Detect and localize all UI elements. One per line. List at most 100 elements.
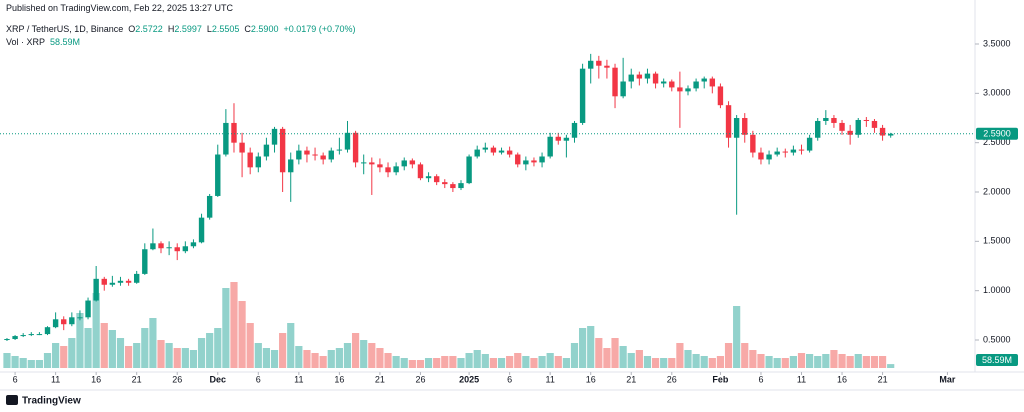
candle-body [515, 154, 521, 165]
volume-bar [124, 346, 133, 368]
volume-bar [733, 306, 741, 368]
candle-body [742, 118, 748, 135]
candle-body [223, 122, 229, 155]
volume-bar [392, 356, 400, 368]
candle-body [166, 247, 172, 249]
volume-bar [408, 360, 416, 368]
c-label: C [244, 24, 251, 34]
volume-bar [749, 350, 757, 368]
candle-body [352, 132, 359, 163]
candle-body [490, 147, 497, 153]
x-tick-label: 26 [415, 374, 425, 384]
candle-body [312, 154, 318, 156]
candle-body [69, 317, 75, 325]
candle-body [401, 160, 407, 167]
candle-body [482, 147, 489, 150]
candle-body [117, 280, 124, 283]
candle-body [474, 149, 480, 157]
candle-body [798, 149, 805, 151]
x-tick-label: 6 [758, 374, 763, 384]
x-tick-label: 21 [878, 374, 888, 384]
volume-bar [554, 356, 562, 368]
candle-body [344, 132, 351, 150]
volume-bar [822, 354, 830, 368]
volume-bar [457, 358, 465, 368]
volume-bar [76, 313, 84, 368]
volume-bar [133, 343, 141, 368]
volume-bar [692, 354, 700, 368]
volume-bar [43, 353, 52, 368]
x-tick-label: 6 [256, 374, 261, 384]
candle-body [36, 334, 43, 336]
o-value: 2.5722 [135, 24, 163, 34]
volume-bar [619, 346, 627, 368]
candle-body [182, 246, 189, 252]
candle-body [125, 280, 132, 283]
candle-body [750, 134, 756, 153]
x-tick-label: 11 [545, 374, 554, 384]
candle-body [806, 137, 813, 151]
candle-body [547, 136, 553, 157]
candle-body [823, 118, 829, 121]
candle-body [790, 149, 797, 153]
volume-bar [846, 356, 854, 368]
volume-bar [279, 333, 287, 368]
candle-body [360, 162, 367, 164]
candle-body [855, 119, 861, 135]
candle-body [142, 249, 148, 274]
candle-body [93, 278, 99, 301]
candle-body [288, 159, 294, 173]
volume-bar [870, 356, 879, 368]
published: Published on TradingView.com, Feb 22, 20… [6, 3, 233, 13]
candle-body [871, 120, 878, 128]
volume-bar [854, 354, 862, 368]
l-label: L [206, 24, 212, 34]
h-label: H [167, 24, 175, 34]
last-volume-label: 58.59M [982, 355, 1012, 365]
vol-label: Vol · XRP [6, 37, 46, 47]
x-tick-label: Feb [712, 374, 729, 384]
volume-bar [360, 340, 368, 368]
candle-body [109, 282, 116, 285]
volume-bar [489, 358, 498, 368]
candle-body [198, 217, 205, 243]
candle-body [158, 243, 164, 249]
volume-bar [141, 328, 149, 368]
candle-body [717, 86, 724, 106]
legend-line: XRP / TetherUS, 1D, Binance O2.5722 H2.5… [6, 24, 356, 34]
y-tick-label: 2.5000 [983, 137, 1011, 147]
volume-bar [676, 343, 684, 368]
volume-bar [368, 343, 376, 368]
x-tick-label: 16 [586, 374, 596, 384]
x-tick-label: 21 [626, 374, 636, 384]
candle-body [831, 118, 837, 123]
candle-body [271, 128, 278, 145]
candle-body [174, 247, 180, 252]
candle-body [52, 319, 59, 328]
volume-bar [603, 348, 611, 368]
volume-bar [214, 328, 222, 368]
volume-bar [781, 358, 789, 368]
x-tick-label: Dec [210, 374, 227, 384]
candle-body [863, 119, 870, 121]
volume-bar [700, 356, 708, 368]
x-tick-label: 11 [51, 374, 60, 384]
volume-bar [570, 343, 579, 368]
candle-body [555, 136, 561, 141]
volume-bar [741, 343, 749, 368]
volume-bar [481, 354, 489, 368]
candle-body [279, 128, 286, 173]
candle-body [20, 335, 26, 337]
volume-bar [473, 350, 481, 368]
candle-body [61, 319, 67, 325]
candle-body [320, 155, 326, 160]
volume-bar [100, 323, 108, 368]
x-tick-label: 16 [91, 374, 101, 384]
candle-body [523, 160, 529, 165]
x-tick-label: 21 [375, 374, 385, 384]
candle-body [304, 150, 310, 155]
volume-bar [497, 358, 506, 368]
x-tick-label: 11 [797, 374, 806, 384]
volume-bar [230, 282, 238, 368]
volume-bar [149, 318, 157, 368]
